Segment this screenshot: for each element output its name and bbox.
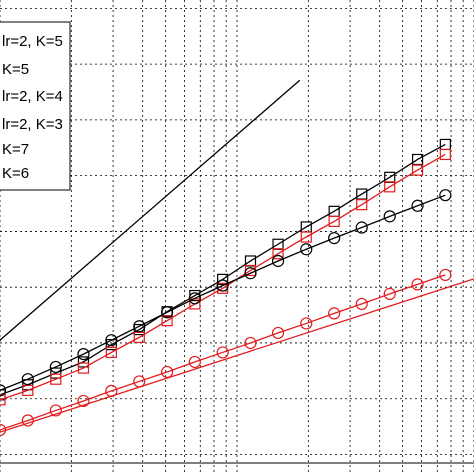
marker	[216, 279, 229, 292]
marker	[21, 414, 34, 427]
marker	[77, 348, 90, 361]
marker	[188, 355, 201, 369]
marker	[77, 362, 90, 374]
legend-box	[0, 21, 71, 191]
marker	[271, 326, 285, 340]
marker	[77, 394, 90, 408]
legend-label: K=6	[2, 165, 29, 182]
marker	[328, 307, 341, 320]
series-line	[0, 278, 474, 433]
marker	[105, 334, 118, 347]
marker	[328, 215, 340, 227]
marker	[272, 248, 284, 260]
marker	[244, 336, 257, 350]
marker	[411, 164, 424, 176]
marker	[49, 360, 62, 374]
legend: lr=2, K=5 K=5 lr=2, K=4 lr=2, K=3 K=7 K=6	[0, 21, 71, 191]
marker	[439, 268, 452, 282]
marker	[383, 287, 396, 300]
marker	[133, 331, 145, 343]
marker	[160, 306, 174, 319]
marker	[411, 278, 424, 291]
marker	[0, 394, 6, 406]
series-line	[0, 143, 446, 396]
marker	[161, 315, 173, 327]
marker	[50, 373, 62, 385]
marker	[328, 232, 341, 245]
marker	[355, 221, 368, 234]
marker	[300, 243, 313, 256]
marker	[244, 267, 257, 280]
marker	[133, 320, 146, 333]
marker	[439, 148, 451, 161]
marker	[105, 346, 117, 359]
marker	[216, 346, 229, 359]
marker	[49, 404, 62, 417]
marker	[22, 384, 34, 396]
marker	[356, 199, 368, 211]
marker	[50, 367, 62, 379]
marker	[271, 254, 285, 268]
series-line	[0, 274, 446, 431]
marker	[411, 199, 424, 212]
marker	[300, 231, 312, 243]
series-line	[0, 153, 446, 401]
marker	[217, 273, 229, 285]
marker	[77, 356, 90, 368]
marker	[355, 297, 368, 311]
series-line	[0, 194, 446, 391]
plot-area	[0, 79, 474, 437]
marker	[0, 384, 7, 397]
marker	[21, 373, 34, 386]
series-line	[0, 79, 301, 341]
legend-label: lr=2, K=5	[2, 33, 63, 50]
marker	[439, 189, 452, 202]
marker	[383, 210, 396, 223]
marker	[300, 317, 313, 330]
marker	[188, 292, 201, 305]
legend-label: K=7	[2, 141, 29, 158]
marker	[384, 181, 396, 193]
legend-label: K=5	[2, 61, 29, 78]
legend-label: lr=2, K=4	[2, 88, 63, 105]
legend-label: lr=2, K=3	[2, 116, 63, 133]
